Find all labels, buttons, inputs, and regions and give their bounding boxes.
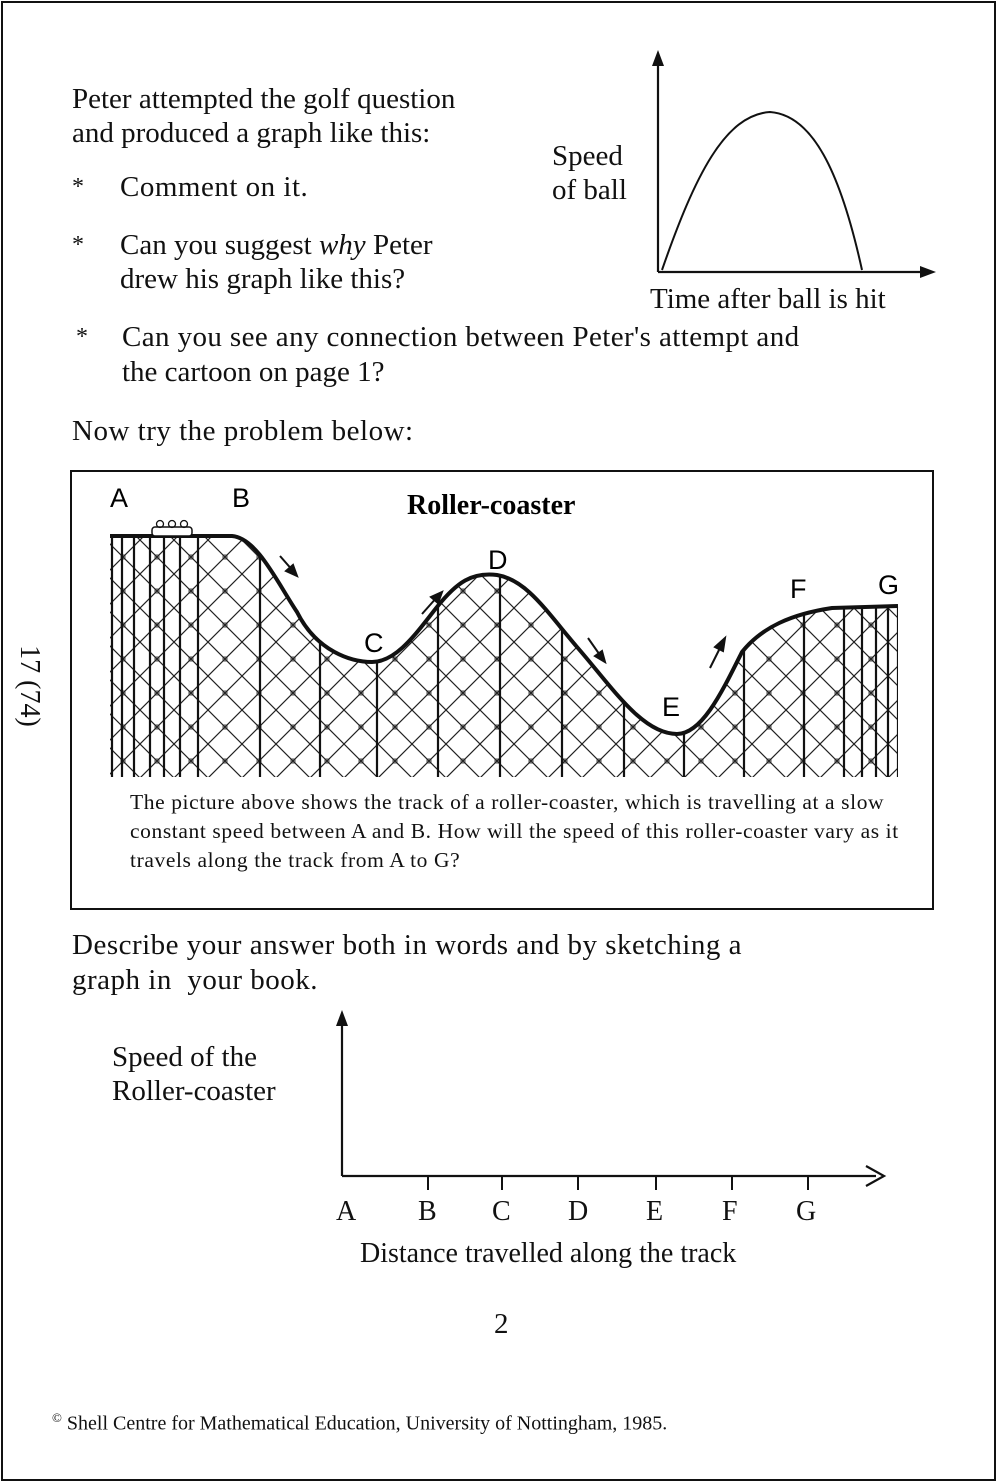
coaster-point-label: F xyxy=(790,574,807,604)
answer-y-axis xyxy=(336,1010,348,1176)
coaster-point-label: B xyxy=(232,483,250,513)
golf-speed-curve xyxy=(661,110,863,271)
describe-line-2: graph in your book. xyxy=(72,964,318,996)
answer-tick-label: D xyxy=(568,1196,589,1227)
roller-coaster-illustration: A B C D E F G Roller-coaster xyxy=(110,483,899,777)
coaster-car xyxy=(151,519,193,537)
bullet-2-line-1: Can you suggest why Peter xyxy=(120,228,433,262)
answer-tick-label: F xyxy=(722,1196,738,1227)
bullet-1-text: Comment on it. xyxy=(120,171,309,203)
direction-arrows xyxy=(279,555,727,669)
golf-graph xyxy=(652,50,936,278)
golf-xlabel: Time after ball is hit xyxy=(650,283,886,315)
golf-y-axis xyxy=(652,50,664,272)
answer-tick-label: E xyxy=(646,1196,664,1227)
coaster-point-label: D xyxy=(488,545,508,575)
coaster-title: Roller-coaster xyxy=(407,490,575,521)
copyright-text: Shell Centre for Mathematical Education,… xyxy=(66,1412,668,1435)
bullet-star-2: * xyxy=(72,232,84,258)
bullet-2-emphasis: why xyxy=(318,229,366,261)
coaster-caption: The picture above shows the track of a r… xyxy=(130,790,899,872)
copyright-footer: © Shell Centre for Mathematical Educatio… xyxy=(52,1410,667,1436)
bullet-star-1: * xyxy=(72,174,84,200)
bullet-3-line-2: the cartoon on page 1? xyxy=(122,356,385,388)
side-page-label: 17 (74) xyxy=(13,645,45,727)
bullet-star-3: * xyxy=(76,324,88,350)
bullet-2-pre: Can you suggest xyxy=(120,229,319,261)
answer-x-axis xyxy=(342,1165,887,1187)
now-try-text: Now try the problem below: xyxy=(72,415,414,447)
answer-tick-label: C xyxy=(492,1196,511,1227)
bullet-3-line-1: Can you see any connection between Peter… xyxy=(122,321,800,353)
bullet-2-line-2: drew his graph like this? xyxy=(120,263,406,295)
answer-tick-label: A xyxy=(336,1196,357,1227)
answer-ylabel-line-2: Roller-coaster xyxy=(112,1075,276,1107)
intro-line-2: and produced a graph like this: xyxy=(72,117,431,149)
golf-ylabel-line-1: Speed xyxy=(552,140,623,172)
answer-tick-label: B xyxy=(418,1196,437,1227)
answer-x-ticks xyxy=(427,1176,809,1190)
copyright-symbol: © xyxy=(52,1410,62,1425)
intro-line-1: Peter attempted the golf question xyxy=(72,83,456,115)
coaster-point-label: E xyxy=(662,692,680,722)
golf-ylabel-line-2: of ball xyxy=(552,174,627,206)
coaster-point-label: C xyxy=(364,628,384,658)
bullet-2-post: Peter xyxy=(365,229,433,261)
answer-tick-label: G xyxy=(796,1196,817,1227)
answer-ylabel-line-1: Speed of the xyxy=(112,1041,257,1073)
answer-graph-axes xyxy=(336,1010,887,1190)
coaster-point-label: G xyxy=(878,570,899,600)
page-number: 2 xyxy=(494,1308,509,1340)
coaster-point-label: A xyxy=(110,483,128,513)
roller-coaster-box: A B C D E F G Roller-coaster The picture… xyxy=(70,470,934,910)
golf-x-axis xyxy=(658,266,936,278)
coaster-track xyxy=(110,534,899,737)
answer-xlabel: Distance travelled along the track xyxy=(360,1238,737,1269)
describe-line-1: Describe your answer both in words and b… xyxy=(72,929,742,961)
